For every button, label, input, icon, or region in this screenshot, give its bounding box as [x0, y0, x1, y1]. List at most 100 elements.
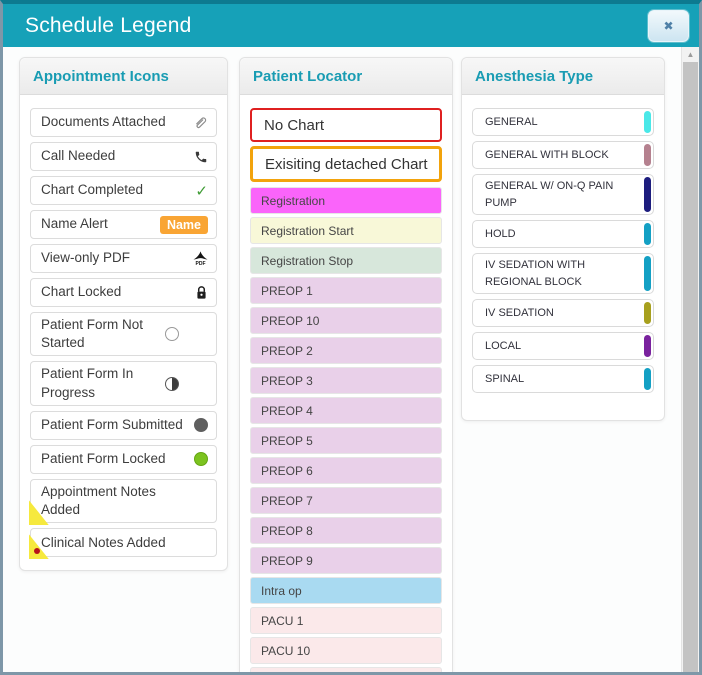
locator-item-label: PREOP 10	[261, 313, 320, 328]
locator-item-label: PREOP 7	[261, 493, 313, 508]
modal-body: Appointment Icons Documents Attached Call…	[3, 47, 699, 672]
legend-item-label: Chart Completed	[41, 182, 144, 198]
anesthesia-type-panel: Anesthesia Type GENERAL GENERAL WITH BLOC…	[461, 57, 665, 421]
locator-item-label: Registration Start	[261, 223, 354, 238]
locator-item-label: No Chart	[264, 116, 325, 134]
modal-title: Schedule Legend	[25, 13, 192, 37]
locator-item-intra-op: Intra op	[250, 577, 442, 604]
legend-item-patient-form-submitted: Patient Form Submitted	[30, 410, 217, 440]
anesthesia-item-general-w-on-q-pain-pump: GENERAL W/ ON-Q PAIN PUMP	[472, 174, 654, 215]
anesthesia-color-bar	[644, 256, 651, 291]
locator-item-preop-2: PREOP 2	[250, 337, 442, 364]
legend-item-name-alert: Name Alert Name	[30, 210, 217, 239]
locator-item-exisiting-detached-chart: Exisiting detached Chart	[250, 146, 442, 182]
anesthesia-item-label: SPINAL	[485, 372, 525, 385]
locator-item-preop-5: PREOP 5	[250, 427, 442, 454]
scrollbar-thumb[interactable]	[683, 62, 698, 672]
anesthesia-item-general: GENERAL	[472, 108, 654, 136]
locator-item-preop-4: PREOP 4	[250, 397, 442, 424]
locator-item-label: PREOP 5	[261, 433, 313, 448]
locator-item-registration: Registration	[250, 187, 442, 214]
anesthesia-type-title: Anesthesia Type	[462, 58, 664, 95]
legend-item-chart-locked: Chart Locked	[30, 278, 217, 307]
anesthesia-item-label: GENERAL WITH BLOCK	[485, 148, 609, 161]
locator-item-preop-9: PREOP 9	[250, 547, 442, 574]
anesthesia-item-iv-sedation: IV SEDATION	[472, 299, 654, 327]
legend-item-label: Clinical Notes Added	[41, 534, 166, 550]
appointment-icons-title: Appointment Icons	[20, 58, 227, 95]
legend-item-call-needed: Call Needed	[30, 142, 217, 171]
legend-item-label: Patient Form Locked	[41, 451, 166, 467]
close-button[interactable]: ✖	[648, 9, 689, 42]
anesthesia-color-bar	[644, 368, 651, 390]
legend-item-view-only-pdf: View-only PDF PDF	[30, 244, 217, 273]
legend-item-clinical-notes-added: Clinical Notes Added	[29, 528, 217, 560]
pdf-icon: PDF	[193, 250, 208, 267]
anesthesia-item-label: LOCAL	[485, 339, 522, 352]
locator-item-label: PREOP 1	[261, 283, 313, 298]
legend-item-patient-form-not-started: Patient Form Not Started	[30, 312, 217, 357]
scroll-up-icon: ▲	[686, 50, 695, 59]
locator-item-label: PREOP 4	[261, 403, 313, 418]
anesthesia-color-bar	[644, 144, 651, 166]
anesthesia-color-bar	[644, 302, 651, 324]
locator-item-no-chart: No Chart	[250, 108, 442, 142]
locator-item-preop-3: PREOP 3	[250, 367, 442, 394]
scroll-up-button[interactable]: ▲	[682, 47, 699, 62]
close-icon: ✖	[663, 18, 674, 33]
locator-item-label: Intra op	[261, 583, 302, 598]
locator-item-label: Registration	[261, 193, 326, 208]
locator-item-label: PREOP 8	[261, 523, 313, 538]
locator-item-pacu-1: PACU 1	[250, 607, 442, 634]
vertical-scrollbar[interactable]: ▲	[681, 47, 699, 672]
anesthesia-item-local: LOCAL	[472, 332, 654, 360]
anesthesia-item-label: GENERAL	[485, 115, 538, 128]
phone-icon	[194, 150, 208, 164]
paperclip-icon	[193, 115, 208, 130]
lock-icon	[195, 285, 208, 300]
legend-item-patient-form-locked: Patient Form Locked	[30, 444, 217, 474]
locator-item-pacu-10: PACU 10	[250, 637, 442, 664]
legend-item-label: Call Needed	[41, 148, 116, 164]
anesthesia-item-label: HOLD	[485, 227, 516, 240]
anesthesia-item-label: GENERAL W/ ON-Q PAIN PUMP	[485, 180, 614, 209]
locator-item-label: PREOP 2	[261, 343, 313, 358]
locator-item-label: PREOP 3	[261, 373, 313, 388]
locator-item-preop-6: PREOP 6	[250, 457, 442, 484]
legend-item-label: Patient Form In Progress	[41, 366, 134, 400]
locator-item-item	[250, 667, 442, 672]
legend-item-label: Chart Locked	[41, 284, 122, 300]
anesthesia-item-hold: HOLD	[472, 220, 654, 248]
locator-item-label: PREOP 9	[261, 553, 313, 568]
patient-locator-list: No Chart Exisiting detached Chart Registra…	[240, 95, 452, 672]
anesthesia-item-iv-sedation-with-regional-block: IV SEDATION WITH REGIONAL BLOCK	[472, 253, 654, 294]
modal-header: Schedule Legend ✖	[3, 4, 699, 47]
note-dot-icon	[34, 548, 40, 555]
anesthesia-item-general-with-block: GENERAL WITH BLOCK	[472, 141, 654, 169]
locator-item-preop-8: PREOP 8	[250, 517, 442, 544]
legend-item-label: View-only PDF	[41, 250, 131, 266]
circle-half-icon	[165, 376, 179, 391]
legend-item-chart-completed: Chart Completed ✓	[30, 176, 217, 205]
circle-filled-icon	[194, 418, 208, 433]
anesthesia-color-bar	[644, 335, 651, 357]
patient-locator-title: Patient Locator	[240, 58, 452, 95]
locator-item-label: Registration Stop	[261, 253, 354, 268]
anesthesia-color-bar	[644, 223, 651, 245]
anesthesia-color-bar	[644, 177, 651, 212]
legend-item-label: Appointment Notes Added	[41, 483, 156, 518]
anesthesia-type-list: GENERAL GENERAL WITH BLOCK GENERAL W/ ON-Q…	[462, 95, 664, 406]
patient-locator-panel: Patient Locator No Chart Exisiting detach…	[239, 57, 453, 672]
legend-item-label: Patient Form Not Started	[41, 317, 144, 351]
check-icon: ✓	[195, 182, 208, 200]
appointment-icons-list: Documents Attached Call Needed Chart Compl…	[20, 95, 227, 570]
appointment-icons-panel: Appointment Icons Documents Attached Call…	[19, 57, 228, 572]
locator-item-label: PACU 10	[261, 643, 311, 658]
anesthesia-color-bar	[644, 111, 651, 133]
locator-item-registration-start: Registration Start	[250, 217, 442, 244]
locator-item-label: PREOP 6	[261, 463, 313, 478]
name-alert-badge: Name	[159, 215, 208, 234]
anesthesia-item-label: IV SEDATION	[485, 306, 554, 319]
anesthesia-item-spinal: SPINAL	[472, 365, 654, 393]
